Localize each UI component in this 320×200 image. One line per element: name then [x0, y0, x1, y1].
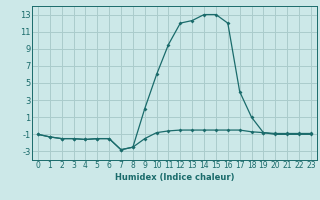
X-axis label: Humidex (Indice chaleur): Humidex (Indice chaleur) [115, 173, 234, 182]
